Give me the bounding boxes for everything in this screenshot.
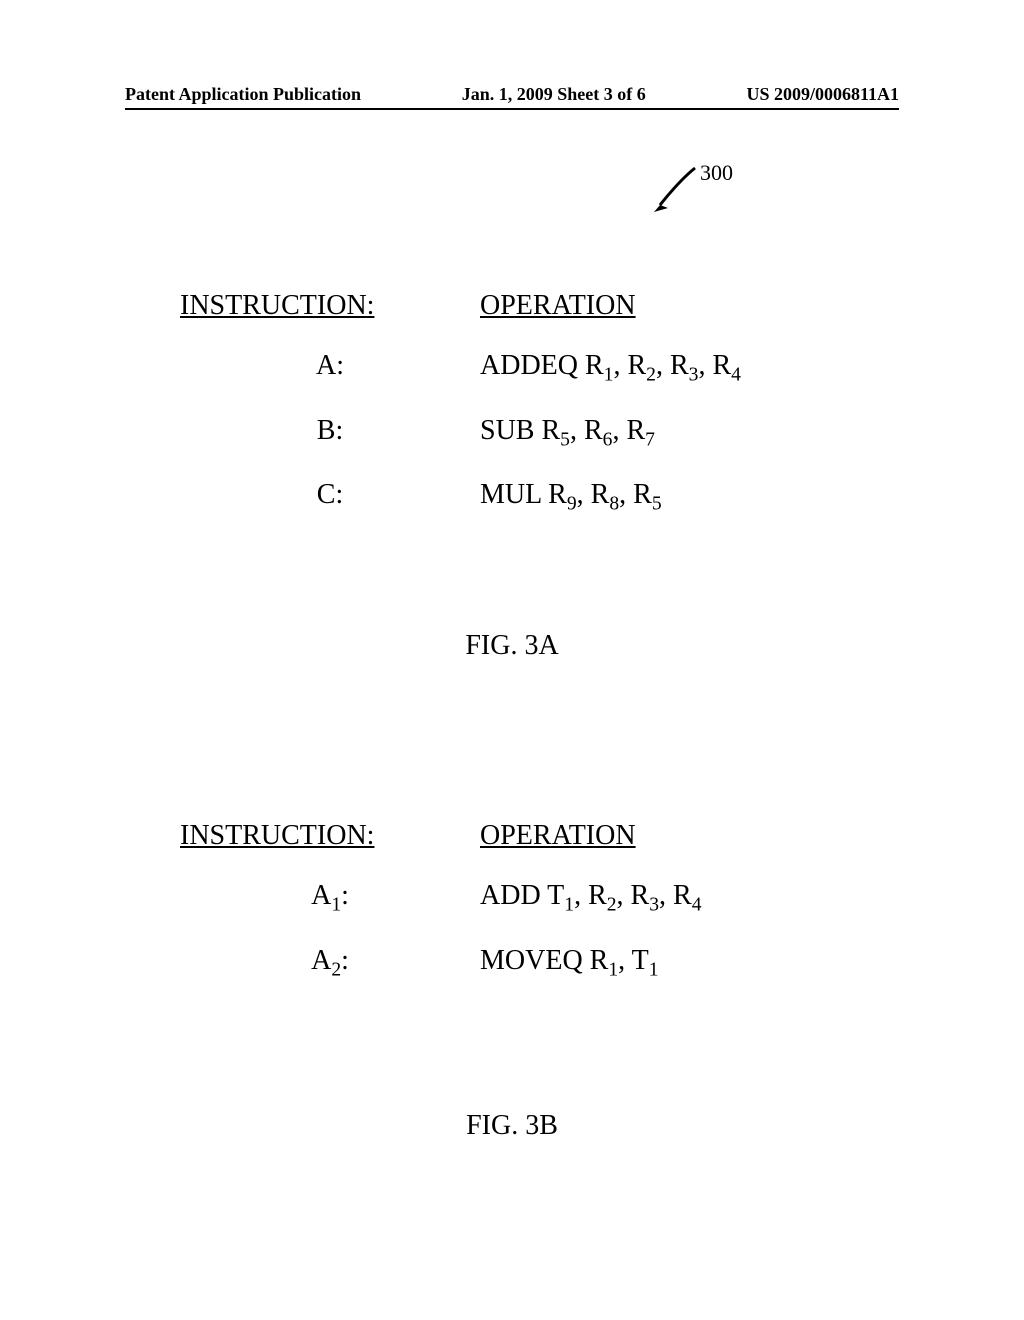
- table-row: C:MUL R9, R8, R5: [180, 479, 844, 516]
- fig3b-heading-operation: OPERATION: [480, 820, 844, 852]
- figure-3a-table: INSTRUCTION: OPERATION A:ADDEQ R1, R2, R…: [180, 290, 844, 524]
- operation-text: SUB R5, R6, R7: [480, 415, 844, 452]
- instruction-label: B:: [180, 415, 480, 452]
- header-right: US 2009/0006811A1: [746, 84, 899, 105]
- table-row: A1:ADD T1, R2, R3, R4: [180, 880, 844, 917]
- reference-number: 300: [700, 160, 733, 186]
- operation-text: ADDEQ R1, R2, R3, R4: [480, 350, 844, 387]
- table-row: B:SUB R5, R6, R7: [180, 415, 844, 452]
- header-center: Jan. 1, 2009 Sheet 3 of 6: [462, 84, 646, 105]
- fig3a-heading-operation: OPERATION: [480, 290, 844, 322]
- operation-text: ADD T1, R2, R3, R4: [480, 880, 844, 917]
- operation-text: MUL R9, R8, R5: [480, 479, 844, 516]
- instruction-label: A2:: [180, 945, 480, 982]
- table-row: A:ADDEQ R1, R2, R3, R4: [180, 350, 844, 387]
- fig3a-heading-instruction: INSTRUCTION:: [180, 290, 480, 322]
- figure-3b-table: INSTRUCTION: OPERATION A1:ADD T1, R2, R3…: [180, 820, 844, 989]
- fig3b-heading-instruction: INSTRUCTION:: [180, 820, 480, 852]
- figure-3a-caption: FIG. 3A: [0, 630, 1024, 662]
- header-rule: [125, 108, 899, 110]
- page-header: Patent Application Publication Jan. 1, 2…: [0, 84, 1024, 105]
- table-row: A2:MOVEQ R1, T1: [180, 945, 844, 982]
- instruction-label: A:: [180, 350, 480, 387]
- instruction-label: A1:: [180, 880, 480, 917]
- figure-3b-caption: FIG. 3B: [0, 1110, 1024, 1142]
- operation-text: MOVEQ R1, T1: [480, 945, 844, 982]
- header-left: Patent Application Publication: [125, 84, 361, 105]
- instruction-label: C:: [180, 479, 480, 516]
